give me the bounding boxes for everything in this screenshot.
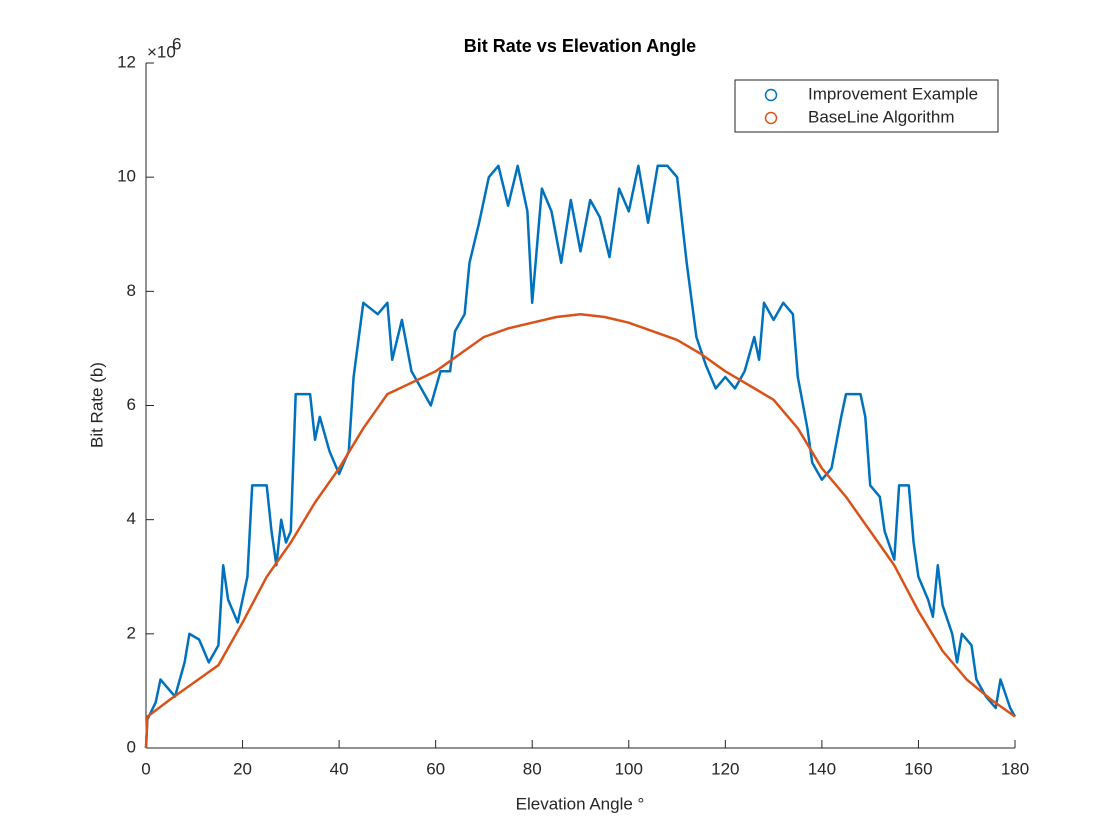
legend-marker [764, 111, 778, 125]
data-line [144, 164, 1017, 749]
chart-title: Bit Rate vs Elevation Angle [464, 36, 696, 56]
x-tick-label: 80 [523, 759, 542, 778]
y-tick-label: 0 [127, 737, 136, 756]
y-tick-label: 10 [117, 167, 136, 186]
y-tick-label: 8 [127, 281, 136, 300]
legend [734, 79, 999, 133]
x-tick-label: 40 [330, 759, 349, 778]
data-line [144, 312, 1016, 749]
legend-label: Improvement Example [808, 84, 978, 103]
y-tick-label: 4 [127, 509, 136, 528]
x-tick-label: 100 [615, 759, 643, 778]
x-tick-label: 120 [711, 759, 739, 778]
x-tick-label: 180 [1001, 759, 1029, 778]
y-exponent-base: ×10 [147, 42, 176, 61]
legend-box [734, 79, 999, 133]
x-tick-label: 20 [233, 759, 252, 778]
x-tick-label: 0 [141, 759, 150, 778]
y-tick-label: 6 [127, 395, 136, 414]
legend-marker [764, 88, 778, 102]
legend-label: BaseLine Algorithm [808, 107, 954, 126]
y-axis-label: Bit Rate (b) [87, 362, 106, 448]
y-tick-label: 2 [127, 623, 136, 642]
x-axis-label: Elevation Angle ° [516, 794, 645, 813]
x-tick-label: 160 [904, 759, 932, 778]
x-tick-label: 140 [808, 759, 836, 778]
x-tick-label: 60 [426, 759, 445, 778]
y-tick-label: 12 [117, 52, 136, 71]
y-exponent-power: 6 [172, 34, 181, 53]
